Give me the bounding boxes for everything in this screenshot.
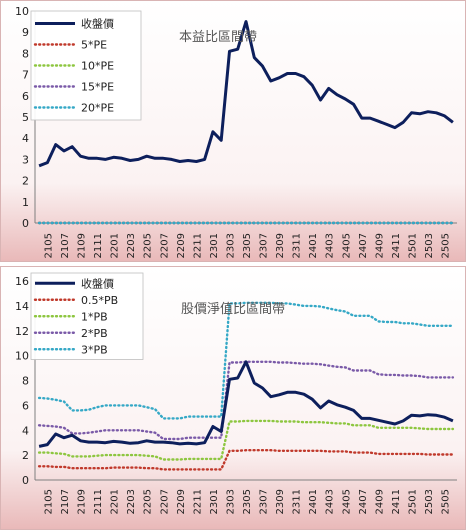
x-tick-label: 2309 (275, 489, 286, 514)
y-tick-label: 4 (22, 132, 29, 145)
series-line-close (38, 360, 454, 448)
pb-band-chart: 0 2 4 6 8 10 12 14 16 2105 2107 2109 2111 2201 2203 220… (15, 272, 457, 514)
x-tick-label: 2207 (159, 489, 170, 514)
x-tick-label: 2307 (259, 489, 270, 514)
pe-band-chart-panel: 0 1 2 3 4 5 6 7 8 9 10 2105 2107 2109 2111 2201 2203 2205… (0, 0, 466, 262)
legend-box (30, 10, 142, 121)
pe-band-chart: 0 1 2 3 4 5 6 7 8 9 10 2105 2107 2109 2111 2201 2203 2205… (15, 5, 457, 258)
x-tick-label: 2403 (325, 489, 336, 514)
x-tick-label: 2501 (407, 233, 418, 258)
x-tick-label: 2405 (341, 489, 352, 514)
y-tick-label: 14 (15, 300, 29, 313)
y-tick-label: 5 (22, 111, 29, 124)
legend-label-15-pe: 15*PE (81, 81, 114, 94)
x-tick-label: 2205 (143, 233, 154, 258)
y-tick-label: 8 (22, 47, 29, 60)
x-tick-label: 2309 (275, 233, 286, 258)
x-tick-label: 2209 (176, 489, 187, 514)
x-tick-label: 2411 (391, 233, 402, 258)
x-tick-label: 2301 (209, 489, 220, 514)
y-tick-label: 8 (22, 375, 29, 388)
x-tick-label: 2301 (209, 233, 220, 258)
pb-band-chart-panel: 0 2 4 6 8 10 12 14 16 2105 2107 2109 2111 2201 2203 220… (0, 266, 466, 530)
x-tick-label: 2201 (110, 489, 121, 514)
y-tick-label: 7 (22, 69, 29, 82)
legend-label-0-5-pb: 0.5*PB (81, 294, 118, 307)
x-tick-label: 2203 (126, 233, 137, 258)
y-tick-label: 10 (15, 350, 29, 363)
x-tick-label: 2211 (192, 489, 203, 514)
series-line-close (38, 20, 454, 168)
series-line-3-pb (37, 301, 455, 420)
x-tick-label: 2501 (407, 489, 418, 514)
x-tick-label: 2303 (225, 233, 236, 258)
y-tick-label: 16 (15, 275, 29, 288)
y-tick-label: 0 (22, 217, 29, 230)
x-tick-label: 2209 (176, 233, 187, 258)
y-tick-label: 0 (22, 474, 29, 487)
x-tick-label: 2407 (358, 489, 369, 514)
x-tick-label: 2111 (93, 233, 104, 258)
x-tick-label: 2205 (143, 489, 154, 514)
y-tick-label: 3 (22, 153, 29, 166)
legend-label-10-pe: 10*PE (81, 60, 114, 73)
x-tick-label: 2307 (259, 233, 270, 258)
y-tick-label: 2 (22, 449, 29, 462)
x-tick-label: 2409 (374, 489, 385, 514)
x-tick-label: 2109 (77, 233, 88, 258)
x-tick-label: 2403 (325, 233, 336, 258)
legend-label-3-pb: 3*PB (81, 343, 108, 356)
legend-label-close: 收盤價 (81, 17, 114, 31)
x-tick-label: 2107 (60, 233, 71, 258)
x-tick-label: 2505 (441, 489, 452, 514)
x-tick-label: 2105 (43, 233, 54, 258)
x-tick-label: 2207 (159, 233, 170, 258)
x-tick-label: 2305 (242, 233, 253, 258)
x-tick-label: 2311 (292, 489, 303, 514)
x-tick-label: 2303 (225, 489, 236, 514)
x-tick-label: 2401 (308, 489, 319, 514)
legend-label-20-pe: 20*PE (81, 102, 114, 115)
x-tick-label: 2305 (242, 489, 253, 514)
y-tick-label: 6 (22, 90, 29, 103)
x-tick-label: 2109 (77, 489, 88, 514)
x-tick-label: 2409 (374, 233, 385, 258)
x-tick-label: 2311 (292, 233, 303, 258)
x-tick-label: 2407 (358, 233, 369, 258)
x-tick-label: 2503 (424, 489, 435, 514)
x-tick-label: 2401 (308, 233, 319, 258)
y-tick-label: 1 (22, 196, 29, 209)
legend-label-1-pb: 1*PB (81, 310, 108, 323)
legend-label-2-pb: 2*PB (81, 327, 108, 340)
x-tick-label: 2505 (441, 233, 452, 258)
y-tick-label: 4 (22, 424, 29, 437)
x-tick-label: 2105 (43, 489, 54, 514)
x-tick-label: 2211 (192, 233, 203, 258)
series-line-0-5-pb (37, 448, 455, 471)
x-tick-label: 2201 (110, 233, 121, 258)
x-tick-label: 2107 (60, 489, 71, 514)
chart-title: 股價淨值比區間帶 (181, 301, 285, 317)
legend-label-5-pe: 5*PE (81, 39, 107, 52)
y-tick-label: 9 (22, 26, 29, 39)
x-tick-label: 2405 (341, 233, 352, 258)
legend-label-close: 收盤價 (81, 276, 114, 290)
x-tick-label: 2203 (126, 489, 137, 514)
y-tick-label: 6 (22, 399, 29, 412)
x-tick-label: 2503 (424, 233, 435, 258)
x-tick-label: 2411 (391, 489, 402, 514)
x-tick-label: 2111 (93, 489, 104, 514)
chart-title: 本益比區間帶 (179, 30, 257, 45)
y-tick-label: 2 (22, 175, 29, 188)
y-tick-label: 12 (15, 325, 29, 338)
y-tick-label: 10 (15, 5, 29, 18)
